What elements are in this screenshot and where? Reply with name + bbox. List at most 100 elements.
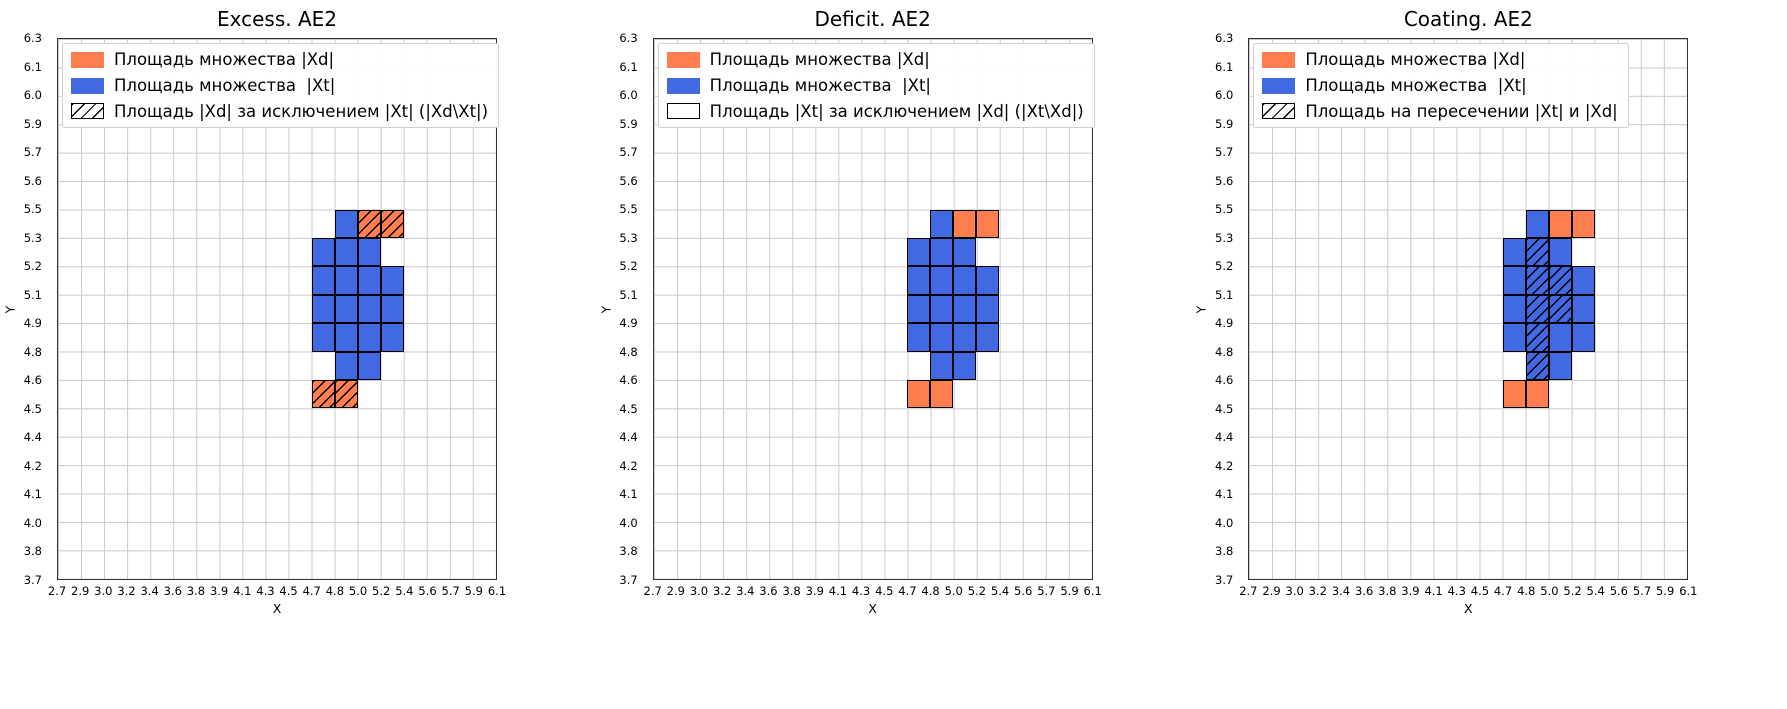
legend-swatch-xt xyxy=(71,77,104,94)
y-tick-label: 4.2 xyxy=(1215,458,1234,473)
x-axis-ticks: 2.7 2.9 3.0 3.2 3.4 3.6 3.8 3.9 4.1 4.3 4.5 4.7 4.8 5… xyxy=(1239,584,1697,598)
xt-cell xyxy=(976,266,1000,295)
y-tick-label: 5.6 xyxy=(1215,173,1234,188)
x-tick-label: 3.2 xyxy=(1308,584,1327,598)
subplot-coating: Coating. AE2 Y 6.3 6.1 6.0 5.9 5.7 5.6 5.5 5.3 5… xyxy=(1191,0,1787,709)
x-tick-label: 3.0 xyxy=(1285,584,1304,598)
xt-cell xyxy=(953,266,977,295)
x-tick-label: 4.5 xyxy=(1470,584,1490,598)
xt-cell xyxy=(930,266,954,295)
xt-cell xyxy=(907,237,931,267)
x-tick-label: 5.7 xyxy=(441,584,460,598)
plot-title: Deficit. AE2 xyxy=(814,7,931,31)
legend-entry: Площадь |Xd| за исключением |Xt| (|Xd\Xt… xyxy=(71,102,488,122)
x-tick-label: 5.2 xyxy=(372,584,391,598)
xd-cell xyxy=(1572,209,1596,238)
legend-label: Площадь множества |Xt| xyxy=(709,75,931,95)
x-tick-label: 4.7 xyxy=(1493,584,1513,598)
y-tick-label: 3.7 xyxy=(1215,573,1234,587)
xt-cell xyxy=(311,266,335,295)
y-tick-label: 4.8 xyxy=(1215,344,1234,359)
x-tick-label: 4.8 xyxy=(325,584,345,598)
x-tick-label: 4.7 xyxy=(302,584,321,598)
x-tick-label: 2.7 xyxy=(47,584,67,598)
y-tick-label: 4.8 xyxy=(23,344,42,359)
legend-entry: Площадь множества |Xt| xyxy=(1262,76,1617,96)
y-tick-label: 6.3 xyxy=(1215,31,1234,45)
legend-label: Площадь на пересечении |Xt| и |Xd| xyxy=(1305,101,1618,121)
hatch-overlay xyxy=(1525,294,1550,324)
x-tick-label: 3.8 xyxy=(186,584,206,598)
y-tick-label: 6.1 xyxy=(1215,59,1234,74)
y-tick-label: 5.9 xyxy=(619,116,638,131)
y-tick-label: 5.9 xyxy=(23,116,42,131)
xt-cell xyxy=(1502,266,1526,295)
y-tick-label: 4.8 xyxy=(619,344,638,359)
xt-cell xyxy=(907,294,931,324)
xt-cell xyxy=(311,294,335,324)
y-axis-ticks: 6.3 6.1 6.0 5.9 5.7 5.6 5.5 5.3 5.2 5.1 4.9 4.8 4.6 4… xyxy=(1191,31,1241,587)
legend-entry: Площадь множества |Xt| xyxy=(666,75,1084,96)
y-tick-label: 5.7 xyxy=(23,145,42,160)
legend-entry: Площадь множества |Xd| xyxy=(71,50,488,70)
y-tick-label: 4.9 xyxy=(23,316,42,331)
x-tick-label: 4.7 xyxy=(898,584,917,598)
x-tick-label: 5.6 xyxy=(1014,584,1033,598)
xd-cell xyxy=(1525,380,1550,409)
plot-area: Площадь множества |Xd| Площадь множества … xyxy=(1248,38,1689,580)
hatch-overlay xyxy=(380,209,404,238)
x-axis-ticks: 2.7 2.9 3.0 3.2 3.4 3.6 3.8 3.9 4.1 4.3 4.5 4.7 4.8 5… xyxy=(48,584,506,598)
xt-cell xyxy=(357,266,381,295)
xt-cell xyxy=(357,237,381,267)
y-tick-label: 5.7 xyxy=(619,145,638,160)
xt-cell xyxy=(1549,351,1573,381)
xd-cell xyxy=(1502,380,1526,409)
legend-entry: Площадь множества |Xt| xyxy=(71,76,488,96)
xt-cell xyxy=(930,323,954,352)
y-tick-label: 5.2 xyxy=(619,259,638,274)
x-tick-label: 4.5 xyxy=(279,584,298,598)
x-tick-label: 3.6 xyxy=(1354,584,1374,598)
legend-label: Площадь |Xd| за исключением |Xt| (|Xd\Xt… xyxy=(114,101,489,121)
legend-entry: Площадь множества |Xd| xyxy=(666,50,1084,70)
xt-cell xyxy=(930,209,954,238)
xt-cell xyxy=(311,323,335,352)
xt-cell xyxy=(334,209,358,238)
x-tick-label: 3.9 xyxy=(209,584,229,598)
hatch-overlay xyxy=(1549,294,1573,324)
x-axis-label: X xyxy=(868,601,877,616)
y-tick-label: 4.2 xyxy=(23,458,42,473)
y-tick-label: 5.3 xyxy=(619,230,638,245)
xt-cell xyxy=(907,323,931,352)
legend-swatch-xd xyxy=(666,51,700,68)
y-tick-label: 4.1 xyxy=(619,487,638,502)
xt-cell xyxy=(930,294,954,324)
xt-cell xyxy=(357,351,381,381)
y-tick-label: 4.6 xyxy=(23,373,42,388)
xd-cell xyxy=(930,380,954,409)
x-tick-label: 5.4 xyxy=(990,584,1010,598)
x-tick-label: 5.4 xyxy=(1586,584,1605,598)
y-tick-label: 4.2 xyxy=(619,458,638,473)
xt-cell xyxy=(907,266,931,295)
x-tick-label: 6.1 xyxy=(1083,584,1102,598)
legend-swatch-hatch xyxy=(1262,103,1296,120)
y-tick-label: 6.0 xyxy=(23,88,42,103)
y-tick-label: 5.3 xyxy=(23,230,42,245)
legend-swatch-xt xyxy=(666,77,700,94)
x-tick-label: 3.0 xyxy=(689,584,709,598)
legend-label: Площадь множества |Xt| xyxy=(1305,75,1527,95)
legend-swatch-xd xyxy=(71,51,104,68)
hatch-overlay xyxy=(1525,237,1550,267)
x-tick-label: 5.0 xyxy=(348,584,368,598)
x-tick-label: 4.5 xyxy=(875,584,894,598)
x-tick-label: 5.4 xyxy=(395,584,414,598)
xt-cell xyxy=(334,323,358,352)
x-tick-label: 5.6 xyxy=(418,584,437,598)
x-tick-label: 4.1 xyxy=(1424,584,1443,598)
y-tick-label: 3.7 xyxy=(619,573,638,587)
x-tick-label: 3.2 xyxy=(117,584,136,598)
xt-cell xyxy=(311,237,335,267)
xt-cell xyxy=(334,237,358,267)
y-tick-label: 4.4 xyxy=(23,430,42,445)
